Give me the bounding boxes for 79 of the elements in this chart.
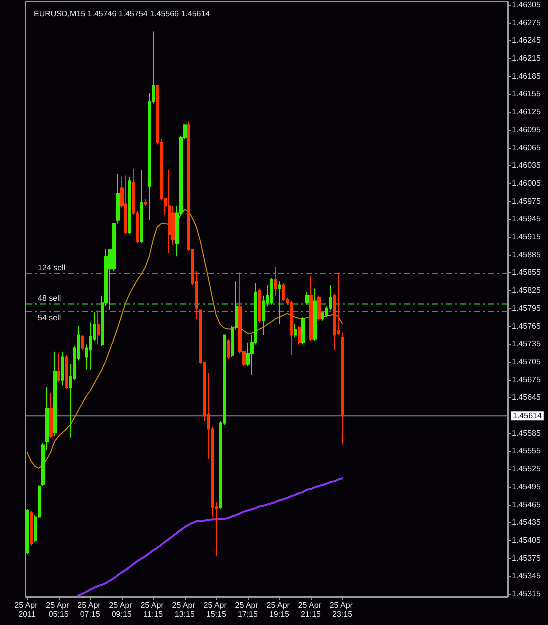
- candlestick: [168, 170, 171, 254]
- y-tick-label: 1.45975: [512, 196, 542, 206]
- candlestick: [26, 509, 29, 556]
- y-tick-label: 1.45885: [512, 250, 542, 260]
- y-tick-label: 1.45855: [512, 268, 542, 278]
- y-tick-label: 1.46185: [512, 72, 542, 81]
- x-tick-label: 25 Apr 23:15: [330, 601, 356, 619]
- candlestick: [57, 353, 60, 383]
- ref-line-label: 54 sell: [38, 313, 62, 322]
- ref-line-label: 1.45614: [513, 412, 542, 421]
- text: EURUSD,M15 1.45746 1.45754 1.45566 1.45614: [34, 10, 211, 18]
- y-tick-label: 1.45465: [512, 500, 542, 510]
- candlestick: [270, 278, 273, 306]
- y-tick-label: 1.45675: [512, 375, 542, 384]
- y-tick-label: 1.45315: [512, 590, 542, 599]
- y-tick-label: 1.45765: [512, 322, 542, 331]
- candlestick: [30, 510, 33, 546]
- candlestick: [298, 326, 301, 346]
- y-tick-label: 1.45945: [512, 214, 542, 224]
- candlestick: [49, 392, 53, 439]
- ref-line-label: 124 sell: [38, 263, 66, 272]
- y-tick-label: 1.46245: [512, 36, 542, 46]
- line-series: [78, 478, 344, 597]
- y-tick-label: 1.45585: [512, 428, 542, 438]
- y-tick-label: 1.45915: [512, 232, 542, 242]
- candlestick: [124, 175, 127, 236]
- ref-line-label: 48 sell: [38, 294, 62, 303]
- y-tick-label: 1.45345: [512, 572, 542, 581]
- y-tick-label: 1.46215: [512, 54, 542, 64]
- candlestick: [258, 288, 261, 324]
- candlestick: [301, 316, 305, 346]
- y-tick-label: 1.45645: [512, 393, 542, 402]
- x-tick-label: 25 Apr 21:15: [298, 601, 324, 619]
- x-tick-label: 25 Apr 07:15: [78, 601, 104, 619]
- y-tick-label: 1.46065: [512, 143, 542, 152]
- y-tick-label: 1.46035: [512, 161, 542, 170]
- y-tick-label: 1.46305: [512, 0, 542, 10]
- y-tick-label: 1.45375: [512, 554, 542, 563]
- candlestick: [274, 266, 277, 296]
- y-tick-label: 1.45795: [512, 304, 542, 313]
- candlestick: [81, 334, 84, 351]
- y-tick-label: 1.45525: [512, 464, 542, 474]
- y-tick-label: 1.45735: [512, 340, 542, 349]
- y-tick-label: 1.45435: [512, 518, 542, 528]
- x-tick-label: 25 Apr 13:15: [172, 601, 198, 619]
- x-tick-label: 25 Apr 11:15: [140, 601, 166, 619]
- candlestick: [144, 198, 147, 207]
- candlestick: [341, 332, 344, 446]
- candlestick: [290, 300, 293, 356]
- y-tick-label: 1.46155: [512, 90, 542, 99]
- y-tick-label: 1.45405: [512, 536, 542, 545]
- candlestick: [227, 338, 230, 360]
- candlestick: [305, 292, 309, 306]
- candlestick: [53, 351, 57, 437]
- candlestick: [65, 354, 68, 390]
- y-tick-label: 1.46005: [512, 178, 542, 188]
- x-tick-label: 25 Apr 05:15: [46, 601, 72, 619]
- y-tick-label: 1.46095: [512, 125, 542, 134]
- candlestick: [294, 324, 297, 338]
- candlestick: [313, 288, 317, 342]
- candlestick: [140, 170, 143, 244]
- x-tick-label: 25 Apr 19:15: [266, 601, 292, 619]
- x-tick-label: 25 Apr 17:15: [235, 601, 261, 619]
- x-tick-label: 25 Apr 09:15: [109, 601, 135, 619]
- x-tick-label: 25 Apr 2011: [14, 601, 40, 619]
- candlestick: [278, 281, 281, 325]
- y-tick-label: 1.45705: [512, 357, 542, 366]
- candlestick: [309, 276, 313, 342]
- y-tick-label: 1.45495: [512, 482, 542, 492]
- candlestick: [61, 351, 64, 386]
- y-tick-label: 1.46125: [512, 108, 542, 117]
- y-tick-label: 1.46275: [512, 18, 542, 28]
- candlestick: [317, 295, 321, 322]
- candlestick: [97, 310, 100, 346]
- candlestick: [128, 177, 131, 236]
- y-tick-label: 1.45825: [512, 286, 542, 296]
- y-tick-label: 1.45555: [512, 446, 542, 456]
- x-tick-label: 25 Apr 15:15: [204, 601, 230, 619]
- candlestick: [282, 282, 285, 302]
